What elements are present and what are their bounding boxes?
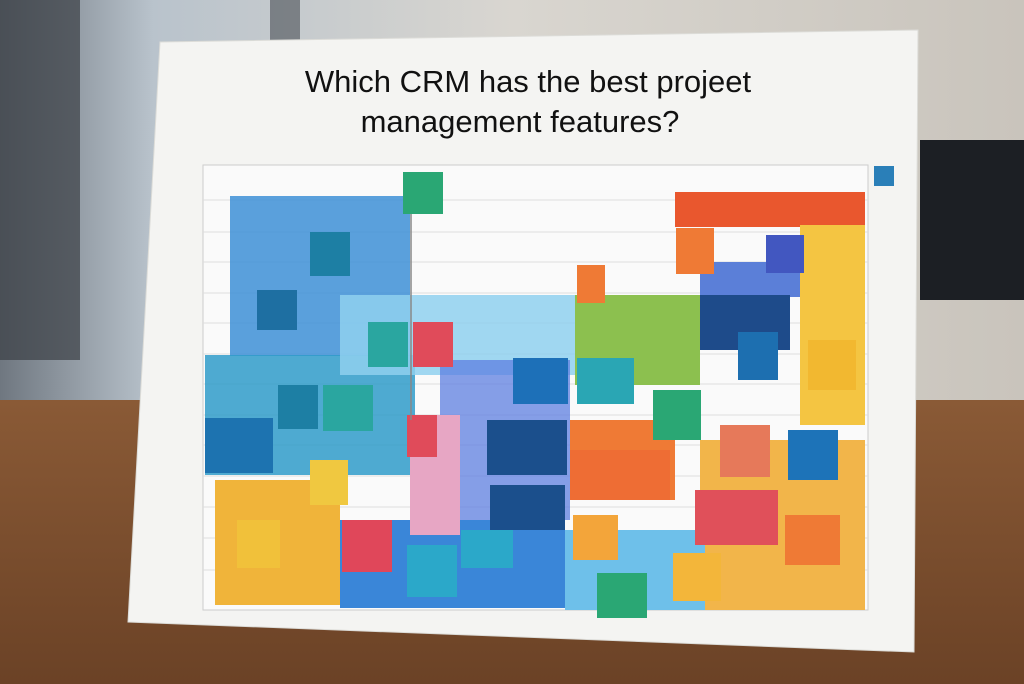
monitor [920,140,1024,300]
poster-title: management features? [361,104,680,139]
window-frame [0,0,80,360]
chart-graphic [202,164,894,618]
poster-title: Which CRM has the best projeet [305,64,752,99]
